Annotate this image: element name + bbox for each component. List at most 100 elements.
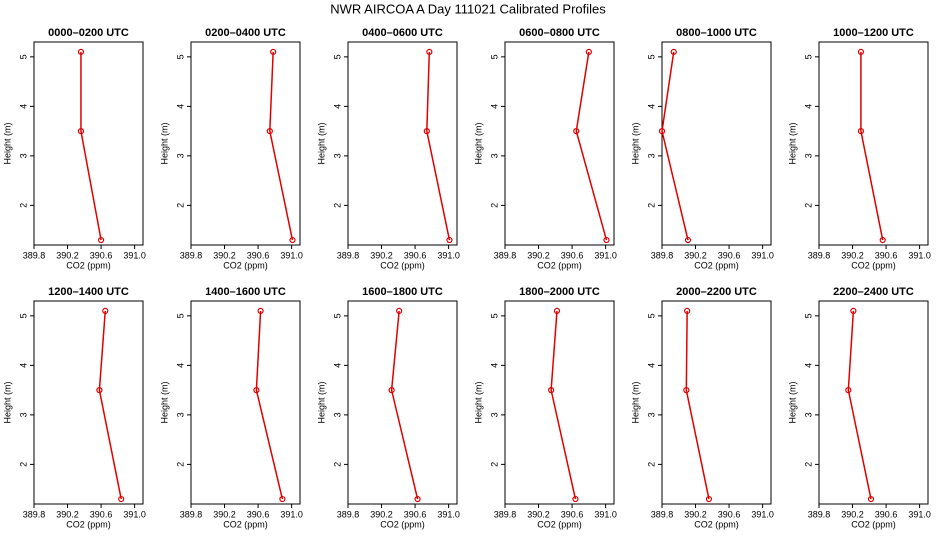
y-tick-label: 5: [646, 313, 656, 318]
panel-title: 0400–0600 UTC: [362, 27, 443, 39]
point: [77, 128, 85, 135]
y-tick-label: 5: [803, 313, 813, 318]
profile-line: [847, 310, 872, 500]
profile-line: [390, 310, 419, 500]
panel-title: 0200–0400 UTC: [205, 27, 286, 39]
y-tick-label: 5: [646, 54, 656, 59]
x-tick-label: 389.8: [23, 509, 46, 519]
y-tick-label: 2: [489, 203, 499, 208]
y-tick-label: 2: [803, 203, 813, 208]
y-tick-label: 4: [803, 363, 813, 368]
y-axis-label: Height (m): [787, 122, 797, 164]
plot-frame: [190, 41, 301, 246]
panel-title: 1000–1200 UTC: [833, 27, 914, 39]
x-tick-label: 390.2: [841, 250, 864, 260]
x-tick-label: 390.6: [247, 509, 270, 519]
point: [553, 307, 561, 315]
x-tick-label: 391.0: [751, 250, 774, 260]
y-axis-label: Height (m): [316, 122, 326, 164]
x-axis-label: CO2 (ppm): [851, 519, 896, 529]
point: [603, 236, 610, 244]
y-tick-label: 2: [646, 462, 656, 467]
x-tick-label: 389.8: [23, 250, 46, 260]
panel-title: 1800–2000 UTC: [519, 286, 600, 298]
profile-line: [269, 51, 294, 241]
y-tick-label: 5: [18, 54, 28, 59]
x-tick-label: 390.2: [527, 509, 550, 519]
y-axis-label: Height (m): [2, 122, 12, 164]
panel-title: 1600–1800 UTC: [362, 286, 443, 298]
profile-line: [550, 310, 577, 500]
point: [548, 387, 555, 394]
y-axis-label: Height (m): [787, 381, 797, 423]
plot-frame: [661, 300, 772, 505]
x-tick-label: 391.0: [437, 509, 460, 519]
panel-title: 0600–0800 UTC: [519, 27, 600, 39]
point: [388, 387, 395, 394]
y-tick-label: 3: [646, 412, 656, 417]
x-tick-label: 391.0: [751, 509, 774, 519]
y-tick-label: 3: [175, 412, 185, 417]
main-title: NWR AIRCOA A Day 111021 Calibrated Profi…: [330, 1, 606, 16]
y-axis-label: Height (m): [473, 122, 483, 164]
point: [683, 387, 690, 394]
y-axis-label: Height (m): [630, 381, 640, 423]
point: [705, 495, 713, 503]
x-tick-label: 389.8: [808, 509, 831, 519]
y-tick-label: 3: [332, 153, 342, 158]
point: [684, 307, 691, 315]
x-tick-label: 390.2: [370, 250, 393, 260]
x-tick-label: 390.2: [56, 509, 79, 519]
x-tick-label: 391.0: [123, 509, 146, 519]
y-axis-label: Height (m): [473, 381, 483, 423]
x-tick-label: 391.0: [437, 250, 460, 260]
x-tick-label: 390.6: [561, 509, 584, 519]
y-tick-label: 3: [18, 412, 28, 417]
y-tick-label: 2: [489, 462, 499, 467]
profile-line: [860, 51, 884, 241]
plot-frame: [818, 41, 929, 246]
x-axis-label: CO2 (ppm): [66, 260, 111, 270]
x-tick-label: 389.8: [337, 250, 360, 260]
profile-line: [685, 310, 710, 500]
y-axis-label: Height (m): [159, 381, 169, 423]
point: [253, 387, 260, 394]
y-tick-label: 5: [175, 54, 185, 59]
y-tick-label: 4: [175, 104, 185, 109]
profile-line: [80, 51, 102, 241]
point: [658, 128, 666, 135]
point: [845, 387, 852, 394]
y-tick-label: 2: [803, 462, 813, 467]
plot-frame: [818, 300, 929, 505]
y-tick-label: 2: [18, 462, 28, 467]
profile-line: [575, 51, 608, 241]
plot-frame: [190, 300, 301, 505]
y-tick-label: 4: [18, 104, 28, 109]
point: [266, 128, 273, 135]
x-tick-label: 390.2: [841, 509, 864, 519]
x-tick-label: 391.0: [594, 250, 617, 260]
y-tick-label: 5: [803, 54, 813, 59]
point: [867, 495, 875, 503]
plot-frame: [33, 300, 144, 505]
point: [684, 236, 692, 244]
y-tick-label: 4: [646, 104, 656, 109]
point: [426, 48, 433, 56]
point: [270, 48, 277, 56]
x-tick-label: 390.2: [684, 509, 707, 519]
point: [77, 48, 85, 56]
y-axis-label: Height (m): [316, 381, 326, 423]
x-axis-label: CO2 (ppm): [66, 519, 111, 529]
panel-title: 2000–2200 UTC: [676, 286, 757, 298]
x-axis-label: CO2 (ppm): [694, 519, 739, 529]
x-tick-label: 389.8: [494, 509, 517, 519]
point: [572, 495, 579, 503]
x-tick-label: 389.8: [180, 509, 203, 519]
point: [585, 48, 592, 56]
x-tick-label: 389.8: [494, 250, 517, 260]
point: [96, 387, 103, 394]
point: [396, 307, 403, 315]
panel-title: 1200–1400 UTC: [48, 286, 129, 298]
point: [414, 495, 421, 503]
